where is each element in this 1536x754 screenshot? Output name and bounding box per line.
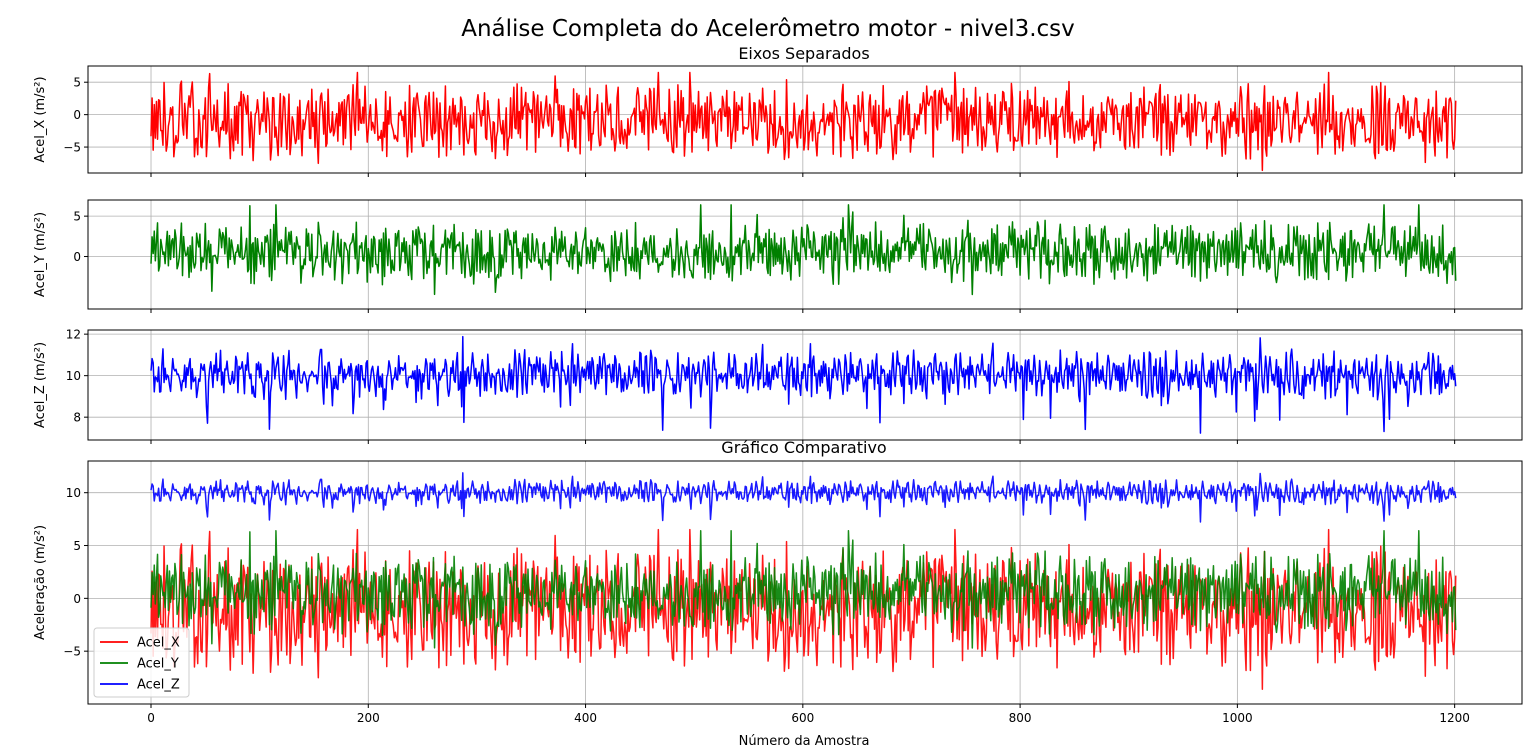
y-tick-label: 10: [66, 486, 81, 500]
series-line-acel-z: [150, 472, 1457, 523]
panel-acel-z: 12 10 8 Acel_Z (m/s²): [33, 328, 1523, 444]
axes-frame: [87, 329, 1523, 441]
y-axis-label: Acel_Y (m/s²): [33, 212, 48, 297]
legend-label: Acel_X: [137, 636, 180, 651]
y-tick-label: 5: [73, 210, 81, 224]
series-line-acel-x: [150, 528, 1457, 690]
y-axis-label: Acel_Z (m/s²): [33, 342, 48, 428]
y-tick-label: −5: [63, 645, 81, 659]
subtitle-separate: Eixos Separados: [738, 44, 869, 63]
x-tick-label: 200: [357, 711, 380, 725]
series-line-acel-z: [150, 335, 1457, 434]
panel-acel-y: 5 0 Acel_Y (m/s²): [33, 199, 1523, 313]
x-tick-label: 400: [574, 711, 597, 725]
axes-frame: [87, 460, 1523, 705]
x-tick-label: 800: [1009, 711, 1032, 725]
y-tick-label: 0: [73, 108, 81, 122]
x-tick-label: 0: [147, 711, 155, 725]
x-tick-label: 1200: [1439, 711, 1470, 725]
y-tick-label: 0: [73, 250, 81, 264]
y-tick-label: 8: [73, 411, 81, 425]
y-tick-label: 12: [66, 328, 81, 342]
figure-title: Análise Completa do Acelerômetro motor -…: [461, 16, 1075, 42]
subtitle-compare: Gráfico Comparativo: [721, 438, 886, 457]
series-line-acel-y: [150, 204, 1457, 296]
panel-comparativo: 0 200 400 600 800 1000 1200 10 5 0 −5 Aceleração (m…: [33, 460, 1523, 725]
axes-frame: [87, 199, 1523, 310]
y-tick-label: −5: [63, 141, 81, 155]
y-tick-label: 5: [73, 539, 81, 553]
y-axis-label: Acel_X (m/s²): [33, 76, 48, 162]
y-tick-label: 10: [66, 369, 81, 383]
y-tick-label: 5: [73, 76, 81, 90]
x-tick-label: 600: [791, 711, 814, 725]
x-axis-label: Número da Amostra: [739, 734, 870, 749]
panel-acel-x: 5 0 −5 Acel_X (m/s²): [33, 65, 1523, 177]
legend-label: Acel_Y: [137, 657, 179, 672]
series-line-acel-y: [150, 529, 1457, 649]
y-tick-label: 0: [73, 592, 81, 606]
legend: [93, 627, 190, 698]
axes-frame: [87, 65, 1523, 174]
series-line-acel-x: [150, 71, 1457, 172]
legend-label: Acel_Z: [137, 678, 180, 693]
x-tick-label: 1000: [1222, 711, 1253, 725]
y-axis-label: Aceleração (m/s²): [33, 525, 48, 640]
